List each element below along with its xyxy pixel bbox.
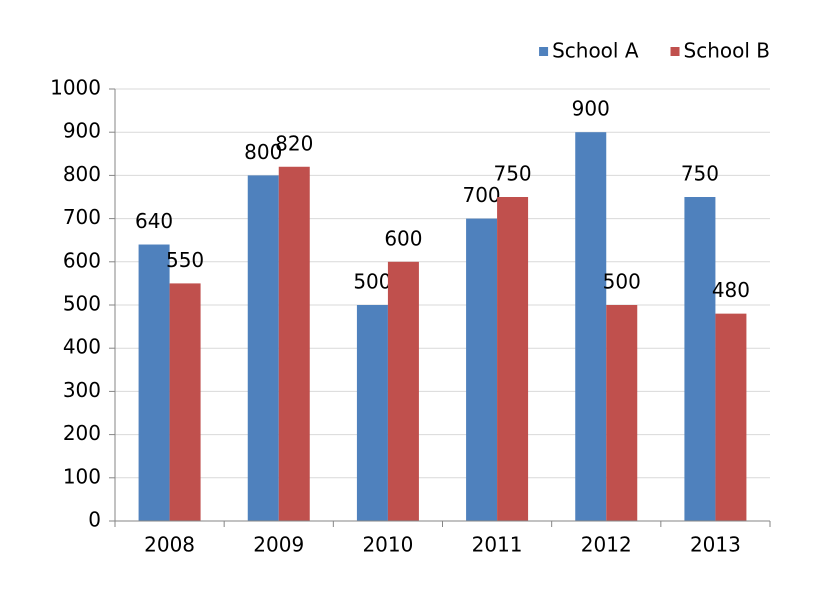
data-label: 900 (572, 97, 610, 121)
y-tick-label: 700 (63, 205, 101, 229)
data-label: 500 (353, 270, 391, 294)
legend-label: School B (684, 39, 770, 63)
data-label: 640 (135, 209, 173, 233)
bar (356, 305, 388, 521)
y-tick-label: 800 (63, 162, 101, 186)
y-tick-label: 200 (63, 421, 101, 445)
bar (247, 175, 279, 521)
y-tick-label: 300 (63, 378, 101, 402)
data-label: 500 (603, 270, 641, 294)
data-label: 480 (712, 278, 750, 302)
x-tick-label: 2013 (690, 533, 741, 557)
bar (278, 166, 310, 521)
bar (497, 197, 529, 521)
bar (138, 244, 170, 521)
legend-label: School A (552, 39, 639, 63)
data-label: 750 (681, 162, 719, 186)
bar (684, 197, 716, 521)
x-tick-label: 2009 (253, 533, 304, 557)
bar (715, 313, 747, 521)
x-tick-label: 2008 (144, 533, 195, 557)
y-tick-label: 0 (88, 508, 101, 532)
bar (387, 261, 419, 521)
x-tick-label: 2010 (362, 533, 413, 557)
data-label: 600 (384, 226, 422, 250)
data-label: 820 (275, 131, 313, 155)
y-tick-label: 500 (63, 292, 101, 316)
y-tick-label: 600 (63, 248, 101, 272)
y-tick-label: 1000 (50, 76, 101, 100)
y-tick-label: 100 (63, 464, 101, 488)
data-label: 800 (244, 140, 282, 164)
data-label: 700 (462, 183, 500, 207)
data-label: 750 (493, 162, 531, 186)
bar (575, 132, 607, 521)
legend-swatch (539, 47, 549, 56)
x-tick-label: 2012 (581, 533, 632, 557)
y-tick-label: 900 (63, 119, 101, 143)
y-tick-label: 400 (63, 335, 101, 359)
bar (169, 283, 201, 521)
bar (466, 218, 498, 521)
bar (606, 305, 638, 521)
x-tick-label: 2011 (472, 533, 523, 557)
legend-swatch (670, 47, 680, 56)
data-label: 550 (166, 248, 204, 272)
